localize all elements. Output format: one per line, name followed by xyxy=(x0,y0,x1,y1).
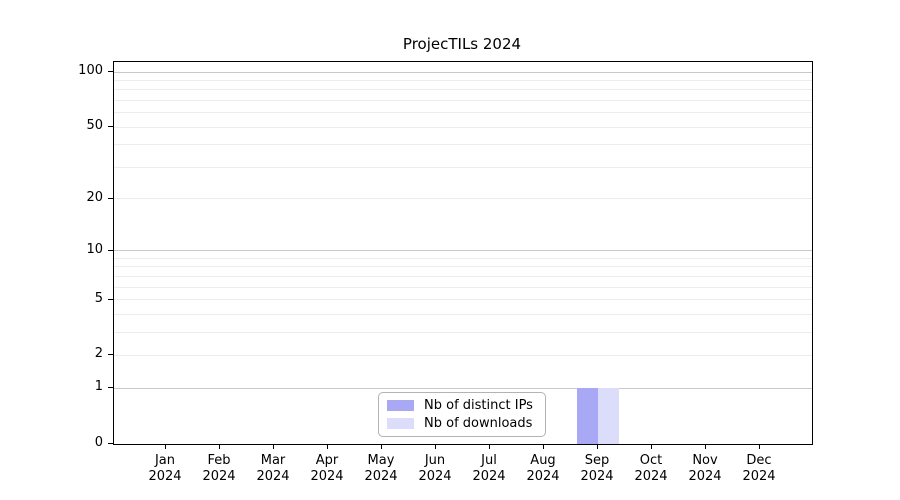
x-tick-label: May 2024 xyxy=(364,453,398,484)
minor-gridline xyxy=(114,332,812,333)
minor-gridline xyxy=(114,127,812,128)
x-tick-mark xyxy=(219,444,220,449)
y-tick-label: 5 xyxy=(94,291,103,306)
chart-title: ProjecTILs 2024 xyxy=(402,35,522,53)
minor-gridline xyxy=(114,198,812,199)
x-tick-mark xyxy=(273,444,274,449)
y-tick-label: 50 xyxy=(86,118,103,133)
x-tick-label: Jul 2024 xyxy=(472,453,506,484)
x-tick-mark xyxy=(165,444,166,449)
major-gridline xyxy=(114,388,812,389)
x-tick-mark xyxy=(435,444,436,449)
y-tick-mark xyxy=(108,198,113,199)
x-tick-label: Aug 2024 xyxy=(526,453,560,484)
legend-swatch xyxy=(387,418,414,429)
x-tick-mark xyxy=(705,444,706,449)
minor-gridline xyxy=(114,276,812,277)
plot-area xyxy=(113,61,813,445)
legend-item: Nb of distinct IPs xyxy=(387,398,537,413)
minor-gridline xyxy=(114,100,812,101)
y-tick-label: 10 xyxy=(86,242,103,257)
y-tick-label: 2 xyxy=(94,346,103,361)
minor-gridline xyxy=(114,167,812,168)
x-tick-mark xyxy=(543,444,544,449)
x-tick-label: Feb 2024 xyxy=(202,453,236,484)
x-tick-label: Oct 2024 xyxy=(634,453,668,484)
legend: Nb of distinct IPs Nb of downloads xyxy=(378,392,546,437)
minor-gridline xyxy=(114,89,812,90)
minor-gridline xyxy=(114,144,812,145)
minor-gridline xyxy=(114,299,812,300)
major-gridline xyxy=(114,72,812,73)
minor-gridline xyxy=(114,266,812,267)
y-tick-mark xyxy=(108,126,113,127)
x-tick-mark xyxy=(489,444,490,449)
y-tick-mark xyxy=(108,299,113,300)
x-tick-label: Jun 2024 xyxy=(418,453,452,484)
x-tick-label: Sep 2024 xyxy=(580,453,614,484)
y-tick-label: 100 xyxy=(78,63,103,78)
y-tick-mark xyxy=(108,387,113,388)
legend-label: Nb of distinct IPs xyxy=(424,398,533,413)
x-tick-label: Jan 2024 xyxy=(148,453,182,484)
y-tick-mark xyxy=(108,443,113,444)
major-gridline xyxy=(114,250,812,251)
y-tick-mark xyxy=(108,250,113,251)
y-tick-label: 1 xyxy=(94,379,103,394)
y-tick-label: 20 xyxy=(86,190,103,205)
x-tick-label: Mar 2024 xyxy=(256,453,290,484)
minor-gridline xyxy=(114,314,812,315)
minor-gridline xyxy=(114,355,812,356)
x-tick-mark xyxy=(651,444,652,449)
minor-gridline xyxy=(114,112,812,113)
bar-downloads xyxy=(598,388,619,444)
minor-gridline xyxy=(114,258,812,259)
y-tick-label: 0 xyxy=(94,435,103,450)
y-tick-mark xyxy=(108,354,113,355)
y-tick-mark xyxy=(108,71,113,72)
x-tick-mark xyxy=(327,444,328,449)
x-tick-mark xyxy=(381,444,382,449)
bar-distinct-ips xyxy=(577,388,598,444)
legend-swatch xyxy=(387,400,414,411)
x-tick-mark xyxy=(597,444,598,449)
legend-item: Nb of downloads xyxy=(387,416,537,431)
x-tick-label: Apr 2024 xyxy=(310,453,344,484)
x-tick-label: Nov 2024 xyxy=(688,453,722,484)
x-tick-mark xyxy=(759,444,760,449)
minor-gridline xyxy=(114,287,812,288)
minor-gridline xyxy=(114,80,812,81)
legend-label: Nb of downloads xyxy=(424,416,533,431)
x-tick-label: Dec 2024 xyxy=(742,453,776,484)
